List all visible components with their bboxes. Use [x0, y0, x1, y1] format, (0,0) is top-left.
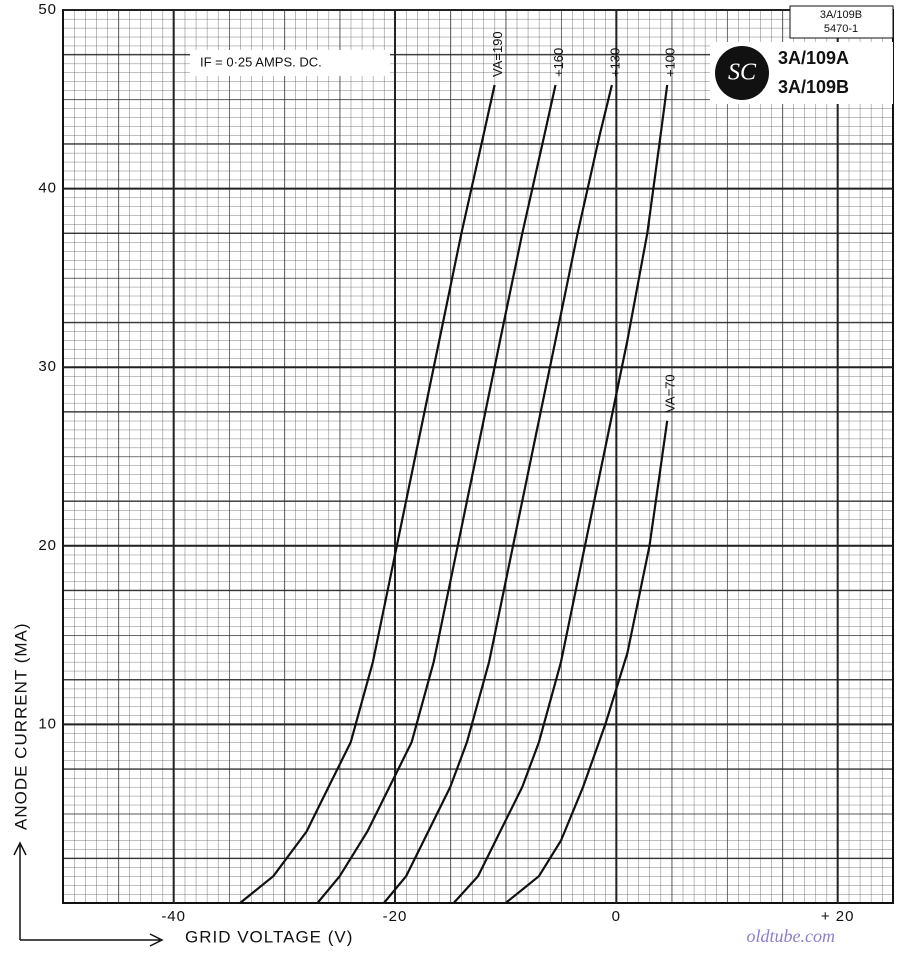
curve-label: VA=70: [663, 374, 678, 412]
x-axis-arrow: [20, 933, 164, 947]
x-tick-label: + 20: [821, 908, 855, 925]
tick-label-bg: [813, 907, 862, 927]
x-tick-label: 0: [612, 908, 621, 925]
logo: [715, 46, 769, 100]
y-tick-label: 50: [38, 1, 57, 18]
y-axis-title: ANODE CURRENT (MA): [11, 622, 30, 830]
tube-type: 3A/109B: [778, 77, 849, 97]
x-tick-label: -20: [383, 908, 408, 925]
curve: [383, 84, 613, 904]
plot-layer: [63, 9, 893, 904]
tick-label-bg: [592, 907, 641, 927]
curve: [316, 84, 557, 904]
y-tick-label: 30: [38, 358, 57, 375]
sheet-ref-box: [789, 5, 894, 39]
curve: [505, 420, 669, 904]
curve-label: VA=190: [490, 31, 505, 77]
tick-label-bg: [149, 907, 198, 927]
sheet-ref: 3A/109B: [820, 9, 862, 21]
tube-type: 3A/109A: [778, 48, 849, 68]
curve-label: +130: [607, 48, 622, 77]
curve: [239, 84, 496, 904]
y-tick-label: 40: [38, 180, 57, 197]
annotation-box: [190, 50, 390, 76]
tick-label-bg: [371, 907, 419, 927]
logo-mark: SC: [728, 60, 757, 86]
curve: [452, 84, 669, 904]
y-axis-arrow: [13, 841, 27, 940]
x-axis-title: GRID VOLTAGE (V): [185, 927, 353, 946]
annotation: IF = 0·25 AMPS. DC.: [200, 54, 322, 69]
y-tick-label: 20: [38, 537, 57, 554]
watermark: oldtube.com: [747, 926, 835, 946]
y-tick-label: 10: [38, 715, 57, 732]
curve-label: +100: [663, 48, 678, 77]
x-tick-label: -40: [161, 908, 186, 925]
sheet-ref: 5470-1: [824, 23, 858, 35]
curve-label: +160: [551, 48, 566, 77]
medium-grid: [63, 10, 893, 903]
